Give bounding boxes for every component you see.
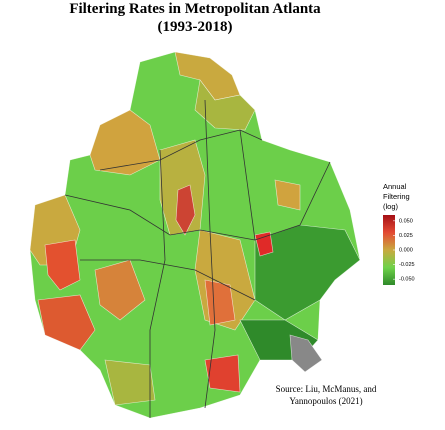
colorbar <box>383 215 395 285</box>
title-line: Filtering Rates in Metropolitan Atlanta <box>69 1 321 17</box>
legend-tick-label: -0.050 <box>399 277 415 283</box>
legend-tick-label: 0.025 <box>399 233 413 239</box>
legend-tick-label: -0.025 <box>399 262 415 268</box>
legend: Annual Filtering (log) 0.050 0.025 0.000 -0… <box>383 182 415 285</box>
source: Source: Liu, McManus, and <box>276 384 377 394</box>
legend-title: (log) <box>383 202 399 211</box>
legend-tick-label: 0.000 <box>399 247 413 253</box>
legend-title: Annual <box>383 182 407 191</box>
map <box>29 51 361 419</box>
legend-title: Filtering <box>383 192 410 201</box>
source: Yannopoulos (2021) <box>289 396 362 406</box>
county-borders <box>64 99 331 418</box>
legend-tick-label: 0.050 <box>399 218 413 224</box>
title-line: (1993-2018) <box>158 19 233 35</box>
